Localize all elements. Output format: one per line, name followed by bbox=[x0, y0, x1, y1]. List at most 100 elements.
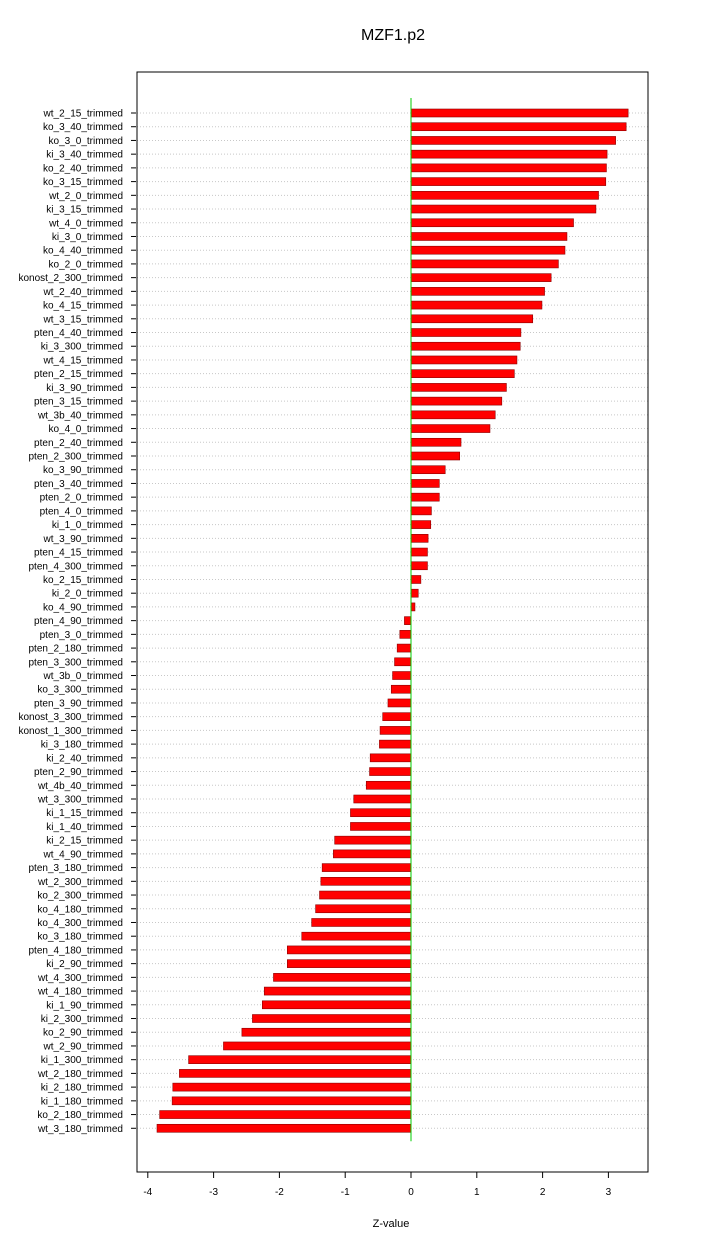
bar-wt_2_15_trimmed bbox=[410, 108, 629, 118]
bar-ko_3_0_trimmed bbox=[410, 136, 616, 145]
bar-ko_4_15_trimmed bbox=[410, 300, 543, 310]
category-label: ki_2_90_trimmed bbox=[46, 959, 123, 970]
bar-pten_2_180_trimmed bbox=[396, 643, 412, 653]
bar-ki_3_40_trimmed bbox=[410, 149, 608, 159]
bar-wt_4_0_trimmed bbox=[410, 218, 574, 228]
category-label: pten_3_180_trimmed bbox=[28, 863, 123, 874]
bar-wt_2_180_trimmed bbox=[179, 1069, 412, 1078]
bar-ko_2_15_trimmed bbox=[410, 575, 422, 584]
category-label: pten_2_90_trimmed bbox=[34, 767, 123, 778]
x-tick-label: -4 bbox=[143, 1187, 152, 1198]
category-label: ko_3_300_trimmed bbox=[37, 685, 123, 696]
bar-pten_2_90_trimmed bbox=[369, 767, 412, 776]
bar-wt_4b_40_trimmed bbox=[365, 780, 412, 790]
bar-pten_3_180_trimmed bbox=[321, 863, 412, 872]
x-axis: -4 -3 -2 -1 0 1 2 3 bbox=[143, 1172, 612, 1198]
bar-wt_2_300_trimmed bbox=[320, 877, 412, 886]
bar-ki_2_90_trimmed bbox=[286, 959, 412, 968]
bar-ko_2_90_trimmed bbox=[241, 1027, 412, 1037]
category-label: pten_3_0_trimmed bbox=[40, 630, 123, 641]
bar-ko_3_180_trimmed bbox=[301, 931, 412, 941]
category-label: ko_4_40_trimmed bbox=[43, 246, 123, 257]
bar-wt_4_180_trimmed bbox=[263, 986, 412, 996]
bar-wt_4_15_trimmed bbox=[410, 355, 518, 365]
bar-pten_3_300_trimmed bbox=[394, 657, 412, 667]
bar-ki_2_15_trimmed bbox=[334, 835, 412, 845]
bar-ko_3_300_trimmed bbox=[390, 684, 412, 694]
category-label: ki_2_0_trimmed bbox=[52, 589, 123, 600]
bar-pten_3_15_trimmed bbox=[410, 396, 503, 406]
bar-ki_3_180_trimmed bbox=[379, 739, 412, 749]
category-label: ki_1_0_trimmed bbox=[52, 520, 123, 531]
category-label: pten_3_15_trimmed bbox=[34, 397, 123, 408]
bar-pten_4_15_trimmed bbox=[410, 547, 428, 557]
category-label: pten_2_0_trimmed bbox=[40, 493, 123, 504]
x-axis-title: Z-value bbox=[373, 1218, 410, 1230]
bar-ki_3_15_trimmed bbox=[410, 204, 597, 214]
category-label: wt_3b_0_trimmed bbox=[43, 671, 123, 682]
category-label: ko_2_15_trimmed bbox=[43, 575, 123, 586]
category-label: ko_3_0_trimmed bbox=[49, 136, 123, 147]
category-label: ko_4_180_trimmed bbox=[37, 904, 123, 915]
bar-wt_2_40_trimmed bbox=[410, 287, 545, 296]
bar-ko_3_40_trimmed bbox=[410, 122, 627, 132]
category-label: ko_2_300_trimmed bbox=[37, 891, 123, 902]
bar-ki_1_180_trimmed bbox=[171, 1096, 412, 1106]
category-label: ki_2_300_trimmed bbox=[41, 1014, 123, 1025]
bar-ki_1_300_trimmed bbox=[188, 1055, 412, 1064]
bar-ki_3_0_trimmed bbox=[410, 232, 568, 241]
category-label: ki_1_40_trimmed bbox=[46, 822, 123, 833]
bar-ki_3_90_trimmed bbox=[410, 383, 507, 392]
bar-ko_2_40_trimmed bbox=[410, 163, 607, 173]
category-label: wt_4b_40_trimmed bbox=[37, 781, 123, 792]
plot-frame bbox=[136, 71, 649, 1173]
bar-pten_3_40_trimmed bbox=[410, 479, 440, 488]
x-tick-label: 3 bbox=[606, 1187, 612, 1198]
category-label: wt_4_0_trimmed bbox=[48, 218, 123, 229]
category-label: konost_1_300_trimmed bbox=[18, 726, 123, 737]
x-tick-label: -3 bbox=[209, 1187, 218, 1198]
category-label: ki_3_180_trimmed bbox=[41, 740, 123, 751]
bar-ko_4_40_trimmed bbox=[410, 245, 566, 255]
category-label: wt_4_90_trimmed bbox=[43, 849, 123, 860]
bar-wt_2_90_trimmed bbox=[223, 1041, 412, 1051]
category-label: ko_2_90_trimmed bbox=[43, 1028, 123, 1039]
category-label: wt_2_15_trimmed bbox=[43, 109, 123, 120]
bar-ki_2_40_trimmed bbox=[369, 753, 412, 763]
category-label: ko_2_40_trimmed bbox=[43, 163, 123, 174]
category-label: pten_2_15_trimmed bbox=[34, 369, 123, 380]
category-label: ki_3_300_trimmed bbox=[41, 342, 123, 353]
category-label: konost_2_300_trimmed bbox=[18, 273, 123, 284]
category-label: wt_4_15_trimmed bbox=[43, 355, 123, 366]
category-label: ki_1_90_trimmed bbox=[46, 1000, 123, 1011]
bar-pten_4_180_trimmed bbox=[286, 945, 412, 955]
bar-ki_1_40_trimmed bbox=[350, 822, 412, 831]
x-tick-label: -1 bbox=[341, 1187, 350, 1198]
category-label: pten_3_40_trimmed bbox=[34, 479, 123, 490]
bar-ko_4_300_trimmed bbox=[311, 918, 412, 927]
bar-pten_2_15_trimmed bbox=[410, 369, 515, 378]
category-label: ko_3_40_trimmed bbox=[43, 122, 123, 133]
category-label: pten_3_300_trimmed bbox=[28, 657, 123, 668]
bar-pten_2_300_trimmed bbox=[410, 451, 460, 461]
category-label: ko_3_15_trimmed bbox=[43, 177, 123, 188]
category-label: ki_1_15_trimmed bbox=[46, 808, 123, 819]
bar-ko_4_90_trimmed bbox=[410, 602, 416, 612]
category-label: wt_3_15_trimmed bbox=[43, 314, 123, 325]
bar-ko_3_15_trimmed bbox=[410, 177, 607, 186]
bar-wt_3_15_trimmed bbox=[410, 314, 534, 324]
bar-wt_3_300_trimmed bbox=[353, 794, 412, 804]
category-label: ko_4_90_trimmed bbox=[43, 602, 123, 613]
category-label: pten_4_180_trimmed bbox=[28, 945, 123, 956]
bar-pten_4_40_trimmed bbox=[410, 328, 522, 337]
category-label: ko_2_0_trimmed bbox=[49, 259, 123, 270]
chart-title: MZF1.p2 bbox=[361, 27, 425, 44]
category-label: ko_3_180_trimmed bbox=[37, 932, 123, 943]
category-label: konost_3_300_trimmed bbox=[18, 712, 123, 723]
category-label: pten_4_300_trimmed bbox=[28, 561, 123, 572]
category-label: wt_2_180_trimmed bbox=[37, 1069, 123, 1080]
bar-ko_3_90_trimmed bbox=[410, 465, 446, 475]
category-label: ko_4_15_trimmed bbox=[43, 301, 123, 312]
